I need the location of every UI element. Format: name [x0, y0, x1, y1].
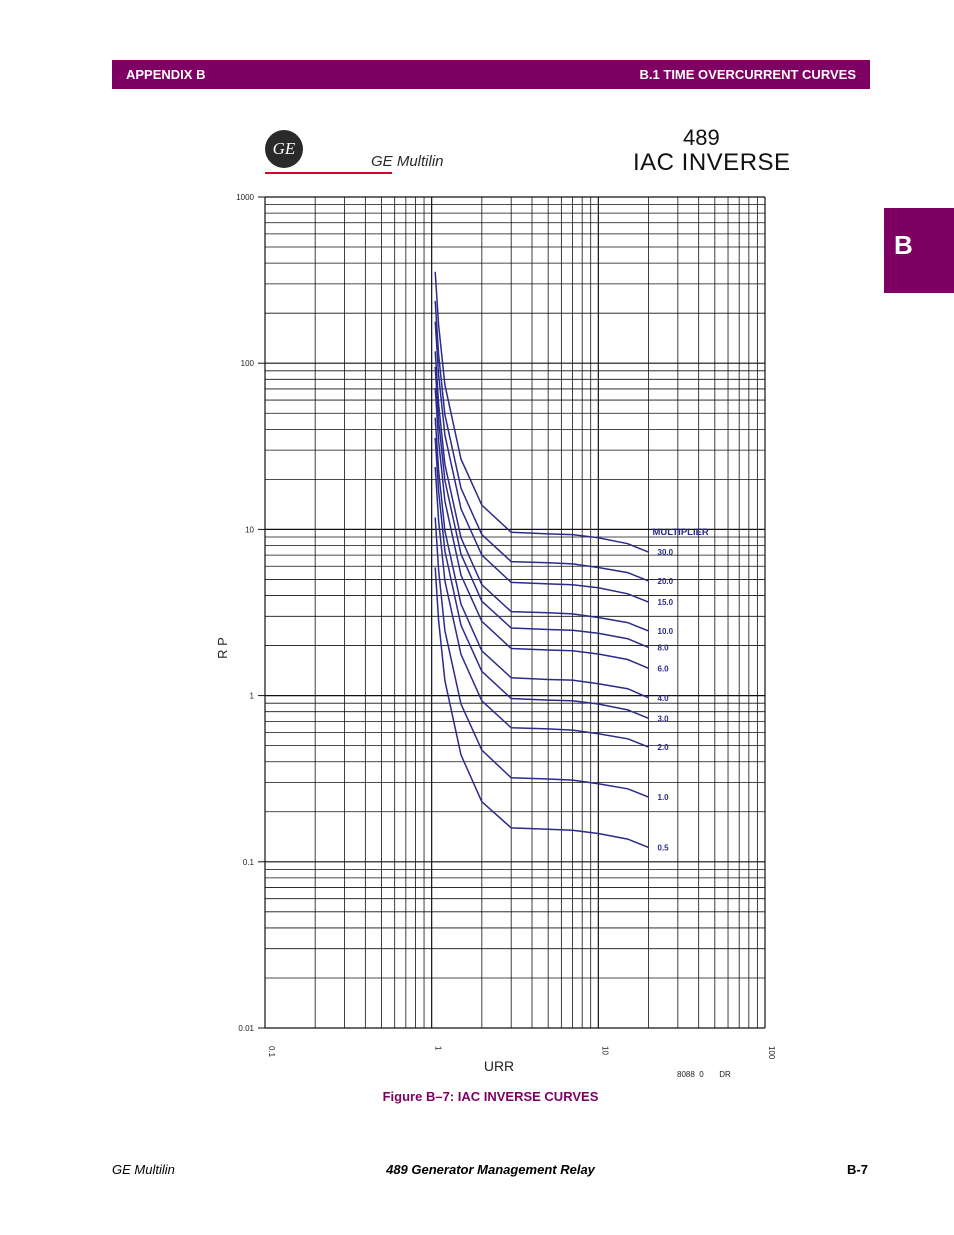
curve-line [434, 271, 649, 553]
curve-line [434, 387, 649, 669]
drawing-number: 8088 0 DR [677, 1070, 731, 1079]
section-title: B.1 TIME OVERCURRENT CURVES [639, 67, 856, 82]
footer-page-number: B-7 [847, 1162, 868, 1177]
curve-line [434, 351, 649, 632]
curve-line [434, 321, 649, 603]
curve-line [434, 467, 649, 748]
y-tick-label: 0.01 [238, 1024, 254, 1033]
chart-title-number: 489 [683, 125, 720, 150]
appendix-tab[interactable]: B [884, 208, 954, 293]
section-label: APPENDIX B [126, 67, 206, 82]
y-tick-label: 10 [245, 525, 254, 534]
appendix-tab-label: B [894, 230, 913, 260]
curve-label: 0.5 [658, 843, 670, 852]
logo-underline [265, 172, 392, 174]
x-axis-label: URR [484, 1058, 514, 1074]
brand-name: GE Multilin [371, 153, 444, 170]
curve-line [434, 437, 649, 719]
curve-label: 10.0 [658, 627, 674, 636]
curve-line [434, 417, 649, 699]
chart-title: IAC INVERSE [633, 149, 791, 176]
curve-line [434, 517, 649, 798]
y-tick-label: 1000 [236, 193, 254, 202]
figure-caption: Figure B–7: IAC INVERSE CURVES [382, 1089, 599, 1104]
x-tick-label: 1 [434, 1046, 443, 1051]
curve-label: 1.0 [658, 793, 670, 802]
curve-label: 2.0 [658, 743, 670, 752]
footer-product: 489 Generator Management Relay [386, 1162, 595, 1177]
curve-label: 8.0 [658, 643, 670, 652]
y-tick-label: 0.1 [243, 858, 255, 867]
y-axis-label: R P [215, 637, 230, 659]
curve-line [434, 300, 649, 582]
page-header: APPENDIX B B.1 TIME OVERCURRENT CURVES [112, 60, 870, 89]
legend-title: MULTIPLIER [653, 527, 709, 538]
x-tick-label: 10 [600, 1046, 609, 1055]
footer-company: GE Multilin [112, 1162, 175, 1177]
curve-line [434, 567, 649, 849]
curve-label: 3.0 [658, 714, 670, 723]
curve-label: 4.0 [658, 694, 670, 703]
ge-logo-icon: GE [265, 130, 303, 168]
curve-label: 6.0 [658, 664, 670, 673]
curve-label: 15.0 [658, 598, 674, 607]
curve-label: 20.0 [658, 577, 674, 586]
x-tick-label: 100 [767, 1046, 776, 1060]
y-tick-label: 1 [250, 692, 255, 701]
y-tick-label: 100 [241, 359, 255, 368]
x-tick-label: 0.1 [267, 1046, 276, 1058]
curve-line [434, 366, 649, 649]
curve-label: 30.0 [658, 548, 674, 557]
